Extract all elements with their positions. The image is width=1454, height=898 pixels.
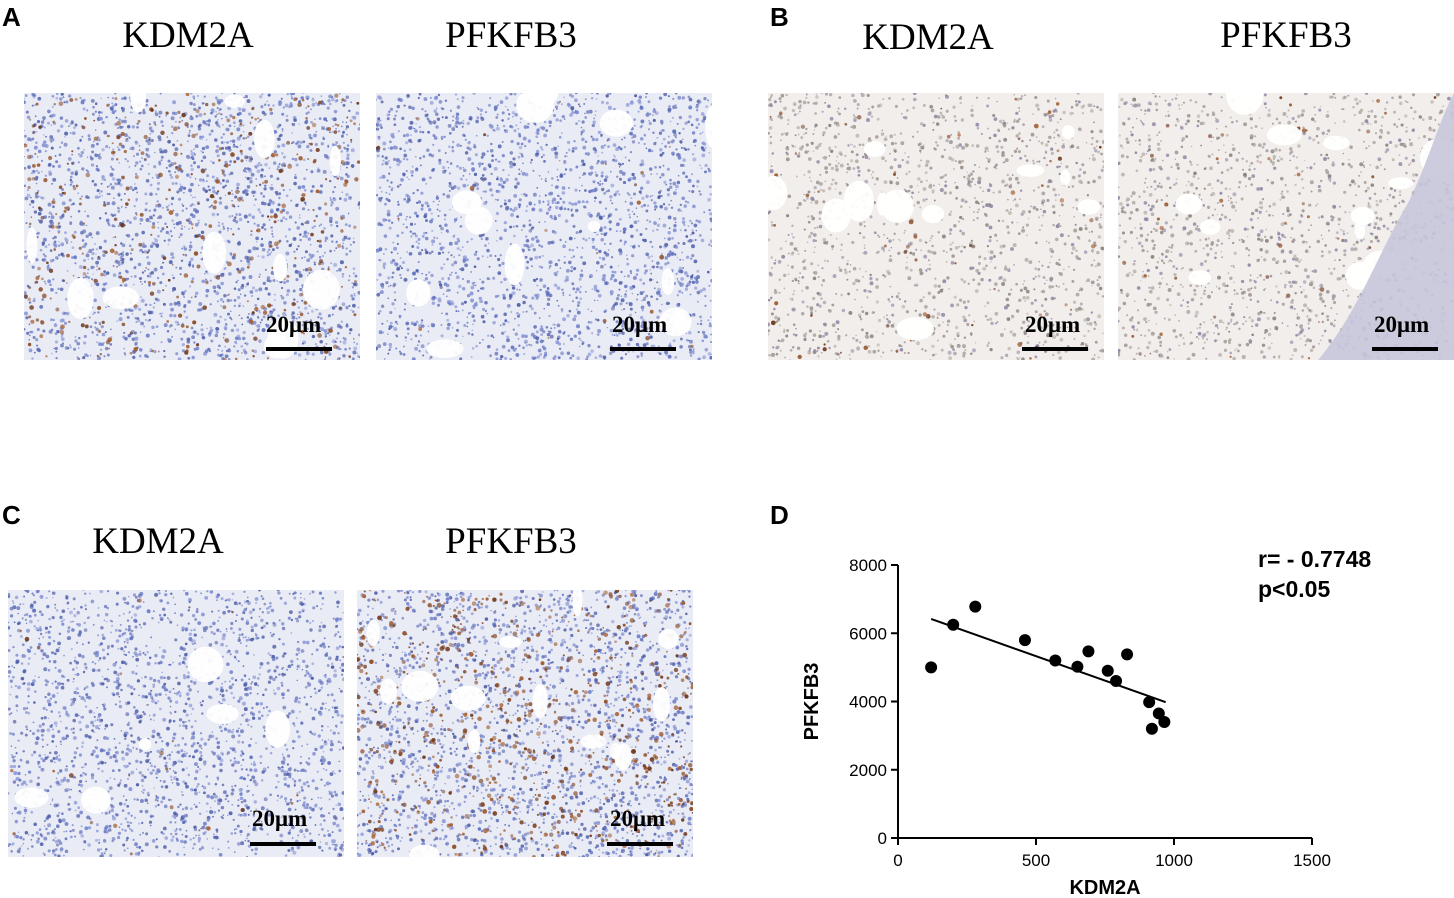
panel-a-kdm2a-scale-label: 20μm	[266, 312, 322, 337]
scatter-point	[1101, 664, 1114, 677]
panel-b-kdm2a-micrograph	[768, 93, 1104, 360]
scatter-point	[925, 661, 938, 674]
panel-a-kdm2a-micrograph	[24, 93, 360, 360]
y-axis-label: PFKFB3	[801, 663, 823, 741]
x-tick-label: 500	[1022, 851, 1050, 870]
panel-a-kdm2a-title: KDM2A	[122, 15, 254, 56]
y-tick-label: 2000	[849, 761, 887, 780]
scatter-point	[947, 618, 960, 631]
x-tick-label: 0	[893, 851, 902, 870]
scatter-point	[1018, 634, 1031, 647]
scatter-point	[1145, 722, 1158, 735]
panel-a-pfkfb3-micrograph	[376, 93, 712, 360]
scatter-point	[1049, 654, 1062, 667]
panel-a-pfkfb3-scale-label: 20μm	[612, 312, 668, 337]
scatter-point	[1143, 696, 1156, 709]
panel-c-kdm2a-micrograph	[8, 590, 344, 857]
scatter-point	[1158, 715, 1171, 728]
panel-letter-c: C	[2, 500, 21, 530]
panel-a-pfkfb3-title: PFKFB3	[445, 15, 577, 56]
panel-letter-b: B	[770, 2, 789, 32]
panel-c-pfkfb3-micrograph	[357, 590, 693, 857]
panel-letter-a: A	[2, 2, 21, 32]
panel-b-kdm2a-title: KDM2A	[862, 17, 994, 58]
panel-d-scatter-plot: 0 500 1000 1500 0 2000 4000 6000 8000 KDM2A PFKFB3	[801, 556, 1331, 895]
scatter-point	[1082, 645, 1095, 658]
panel-c-pfkfb3-title: PFKFB3	[445, 521, 577, 562]
panel-c-pfkfb3-scale-bar	[607, 842, 673, 846]
panel-c-kdm2a-scale-bar	[250, 842, 316, 846]
panel-b-pfkfb3-micrograph	[1118, 93, 1454, 360]
p-value: p<0.05	[1258, 576, 1331, 602]
panel-c-kdm2a-title: KDM2A	[92, 521, 224, 562]
scatter-point	[1152, 707, 1165, 720]
y-tick-label: 6000	[849, 624, 887, 643]
x-axis-label: KDM2A	[1069, 877, 1140, 895]
panel-c-pfkfb3-scale-label: 20μm	[610, 806, 666, 831]
scatter-point	[1110, 675, 1123, 688]
scatter-point	[1121, 648, 1134, 661]
panel-b-pfkfb3-scale-label: 20μm	[1374, 312, 1430, 337]
panel-a-kdm2a-scale-bar	[266, 347, 332, 351]
panel-b-kdm2a-scale-bar	[1022, 347, 1088, 351]
correlation-coefficient: r= - 0.7748	[1258, 546, 1372, 572]
x-tick-label: 1000	[1155, 851, 1193, 870]
regression-line	[930, 617, 1167, 704]
scatter-point	[969, 600, 982, 613]
panel-b-pfkfb3-title: PFKFB3	[1220, 15, 1352, 56]
y-tick-label: 4000	[849, 693, 887, 712]
panel-b-pfkfb3-scale-bar	[1372, 347, 1438, 351]
x-tick-label: 1500	[1293, 851, 1331, 870]
panel-b-kdm2a-scale-label: 20μm	[1025, 312, 1081, 337]
panel-a-pfkfb3-scale-bar	[610, 347, 676, 351]
y-tick-label: 8000	[849, 556, 887, 575]
panel-c-kdm2a-scale-label: 20μm	[252, 806, 308, 831]
scatter-point	[1071, 660, 1084, 673]
y-tick-label: 0	[878, 829, 887, 848]
panel-letter-d: D	[770, 500, 789, 530]
